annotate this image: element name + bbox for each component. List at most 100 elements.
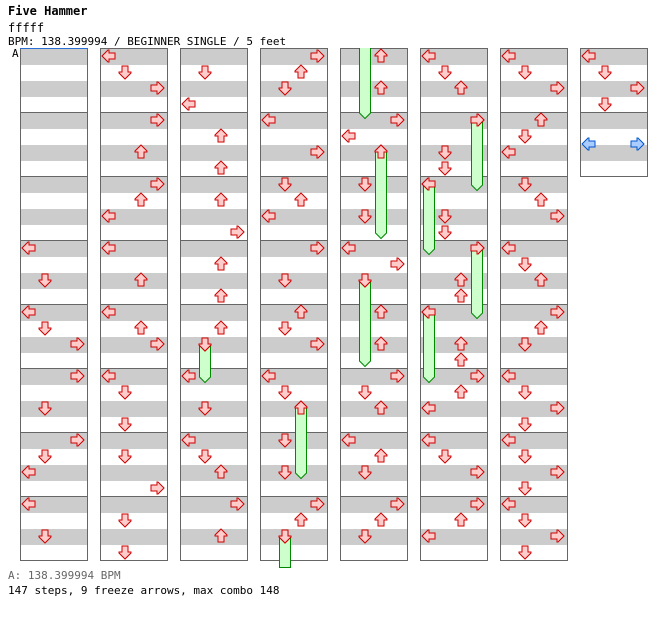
down-arrow-icon [277, 432, 293, 448]
up-arrow-icon [533, 272, 549, 288]
chart-column-4 [260, 48, 328, 561]
left-arrow-icon [101, 240, 117, 256]
left-arrow-icon [501, 368, 517, 384]
up-arrow-icon [453, 384, 469, 400]
up-arrow-icon [133, 144, 149, 160]
left-arrow-icon [101, 368, 117, 384]
down-arrow-icon [37, 448, 53, 464]
left-arrow-icon [101, 304, 117, 320]
measure-divider [341, 112, 407, 113]
left-arrow-icon [21, 304, 37, 320]
right-arrow-icon [549, 208, 565, 224]
down-arrow-icon [517, 336, 533, 352]
right-arrow-icon [229, 224, 245, 240]
right-arrow-icon [69, 336, 85, 352]
right-arrow-icon [469, 112, 485, 128]
measure-divider [341, 496, 407, 497]
song-title: Five Hammer [8, 4, 88, 18]
down-arrow-icon [357, 528, 373, 544]
up-arrow-icon [373, 448, 389, 464]
right-arrow-icon [629, 136, 645, 152]
measure-divider [261, 368, 327, 369]
down-arrow-icon [597, 96, 613, 112]
freeze-arrow-right [471, 248, 483, 313]
up-arrow-icon [453, 512, 469, 528]
down-arrow-icon [117, 384, 133, 400]
up-arrow-icon [213, 192, 229, 208]
down-arrow-icon [37, 528, 53, 544]
right-arrow-icon [549, 464, 565, 480]
up-arrow-icon [133, 272, 149, 288]
freeze-arrow-up [295, 408, 307, 473]
measure-divider [101, 496, 167, 497]
left-arrow-icon [421, 176, 437, 192]
down-arrow-icon [117, 416, 133, 432]
up-arrow-icon [373, 80, 389, 96]
freeze-arrow-down [279, 536, 291, 568]
bpm-change-line [20, 48, 88, 49]
right-arrow-icon [389, 496, 405, 512]
left-arrow-icon [501, 432, 517, 448]
freeze-arrow-down [199, 344, 211, 377]
measure-divider [101, 368, 167, 369]
left-arrow-icon [421, 432, 437, 448]
left-arrow-icon [21, 496, 37, 512]
down-arrow-icon [277, 272, 293, 288]
measure-divider [421, 368, 487, 369]
measure-divider [261, 240, 327, 241]
left-arrow-icon [261, 368, 277, 384]
up-arrow-icon [293, 512, 309, 528]
up-arrow-icon [533, 320, 549, 336]
right-arrow-icon [469, 240, 485, 256]
measure-divider [181, 240, 247, 241]
right-arrow-icon [549, 528, 565, 544]
left-arrow-icon [421, 528, 437, 544]
chart-column-3 [180, 48, 248, 561]
up-arrow-icon [453, 336, 469, 352]
down-arrow-icon [37, 400, 53, 416]
bpm-legend: A: 138.399994 BPM [8, 569, 121, 582]
freeze-arrow-right [471, 120, 483, 185]
measure-divider [501, 112, 567, 113]
up-arrow-icon [453, 352, 469, 368]
up-arrow-icon [213, 528, 229, 544]
measure-divider [261, 304, 327, 305]
up-arrow-icon [213, 160, 229, 176]
down-arrow-icon [277, 176, 293, 192]
measure-divider [501, 176, 567, 177]
measure-divider [21, 496, 87, 497]
left-arrow-icon [181, 96, 197, 112]
left-arrow-icon [421, 48, 437, 64]
up-arrow-icon [373, 304, 389, 320]
right-arrow-icon [469, 368, 485, 384]
freeze-arrow-down [359, 280, 371, 361]
song-subtitle: fffff [8, 21, 45, 35]
down-arrow-icon [517, 384, 533, 400]
left-arrow-icon [21, 240, 37, 256]
measure-divider [501, 432, 567, 433]
measure-divider [341, 240, 407, 241]
right-arrow-icon [549, 80, 565, 96]
measure-divider [261, 176, 327, 177]
measure-divider [421, 176, 487, 177]
down-arrow-icon [197, 336, 213, 352]
down-arrow-icon [517, 416, 533, 432]
measure-divider [421, 432, 487, 433]
down-arrow-icon [277, 528, 293, 544]
right-arrow-icon [309, 144, 325, 160]
down-arrow-icon [437, 160, 453, 176]
down-arrow-icon [357, 272, 373, 288]
right-arrow-icon [69, 368, 85, 384]
left-arrow-icon [501, 496, 517, 512]
left-arrow-icon [341, 432, 357, 448]
measure-divider [421, 240, 487, 241]
measure-divider [101, 240, 167, 241]
measure-divider [181, 368, 247, 369]
down-arrow-icon [437, 224, 453, 240]
measure-divider [21, 368, 87, 369]
up-arrow-icon [373, 336, 389, 352]
down-arrow-icon [517, 544, 533, 560]
measure-divider [421, 112, 487, 113]
right-arrow-icon [549, 400, 565, 416]
up-arrow-icon [293, 400, 309, 416]
